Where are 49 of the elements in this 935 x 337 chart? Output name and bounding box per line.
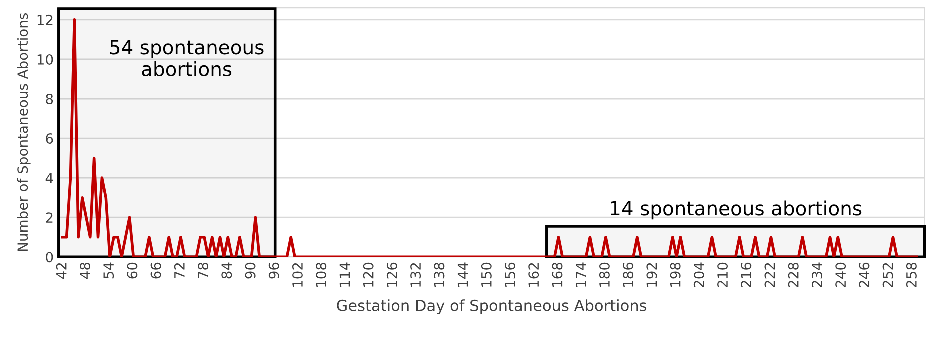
band-label: 14 spontaneous abortions: [611, 200, 862, 220]
x-tick-label: 210: [718, 262, 728, 288]
x-tick-label: 60: [127, 262, 138, 279]
y-tick-label: 2: [46, 212, 53, 223]
x-tick-label: 96: [268, 262, 280, 279]
y-tick-label: 6: [46, 134, 54, 144]
x-tick-label: 114: [340, 262, 350, 287]
line-series: [61, 18, 918, 258]
x-tick-label: 246: [859, 262, 870, 288]
x-tick-label: 54: [104, 262, 114, 279]
y-tick-label: 0: [46, 252, 54, 263]
x-tick-label: 48: [80, 262, 90, 279]
x-tick-label: 150: [481, 262, 492, 287]
x-tick-label: 216: [741, 262, 752, 288]
band-label: 54 spontaneous abortions: [110, 40, 264, 77]
x-tick-label: 252: [882, 263, 894, 288]
x-tick-label: 240: [836, 262, 846, 288]
x-tick-label: 42: [56, 263, 67, 279]
y-tick-label: 10: [38, 54, 54, 65]
x-tick-label: 174: [576, 262, 586, 287]
y-tick-label: 8: [46, 94, 54, 104]
y-tick-label: 12: [38, 14, 53, 26]
x-tick-label: 78: [198, 262, 209, 279]
x-axis-title: Gestation Day of Spontaneous Abortions: [337, 300, 647, 314]
x-tick-label: 144: [458, 262, 468, 287]
x-tick-label: 90: [245, 262, 256, 279]
x-tick-label: 192: [646, 263, 658, 287]
x-tick-label: 66: [150, 262, 162, 279]
x-tick-label: 156: [505, 262, 516, 287]
x-tick-label: 186: [623, 262, 634, 287]
x-tick-label: 102: [292, 263, 303, 287]
y-axis-title: Number of Spontaneous Abortions: [17, 14, 31, 252]
x-tick-label: 162: [528, 263, 540, 287]
x-tick-label: 138: [434, 262, 445, 287]
x-tick-label: 204: [694, 262, 704, 288]
x-tick-label: 198: [670, 262, 681, 287]
x-tick-label: 222: [764, 263, 776, 288]
x-tick-label: 258: [906, 262, 917, 288]
x-tick-label: 180: [599, 262, 610, 287]
x-tick-label: 126: [386, 262, 398, 287]
x-tick-label: 108: [316, 262, 327, 287]
x-tick-label: 228: [788, 262, 799, 288]
x-tick-label: 72: [174, 263, 185, 279]
x-tick-label: 120: [363, 262, 374, 287]
x-tick-label: 132: [410, 263, 422, 287]
x-tick-label: 168: [552, 262, 563, 287]
y-tick-label: 4: [46, 173, 54, 184]
x-tick-label: 84: [222, 262, 232, 279]
x-tick-label: 234: [812, 262, 822, 288]
